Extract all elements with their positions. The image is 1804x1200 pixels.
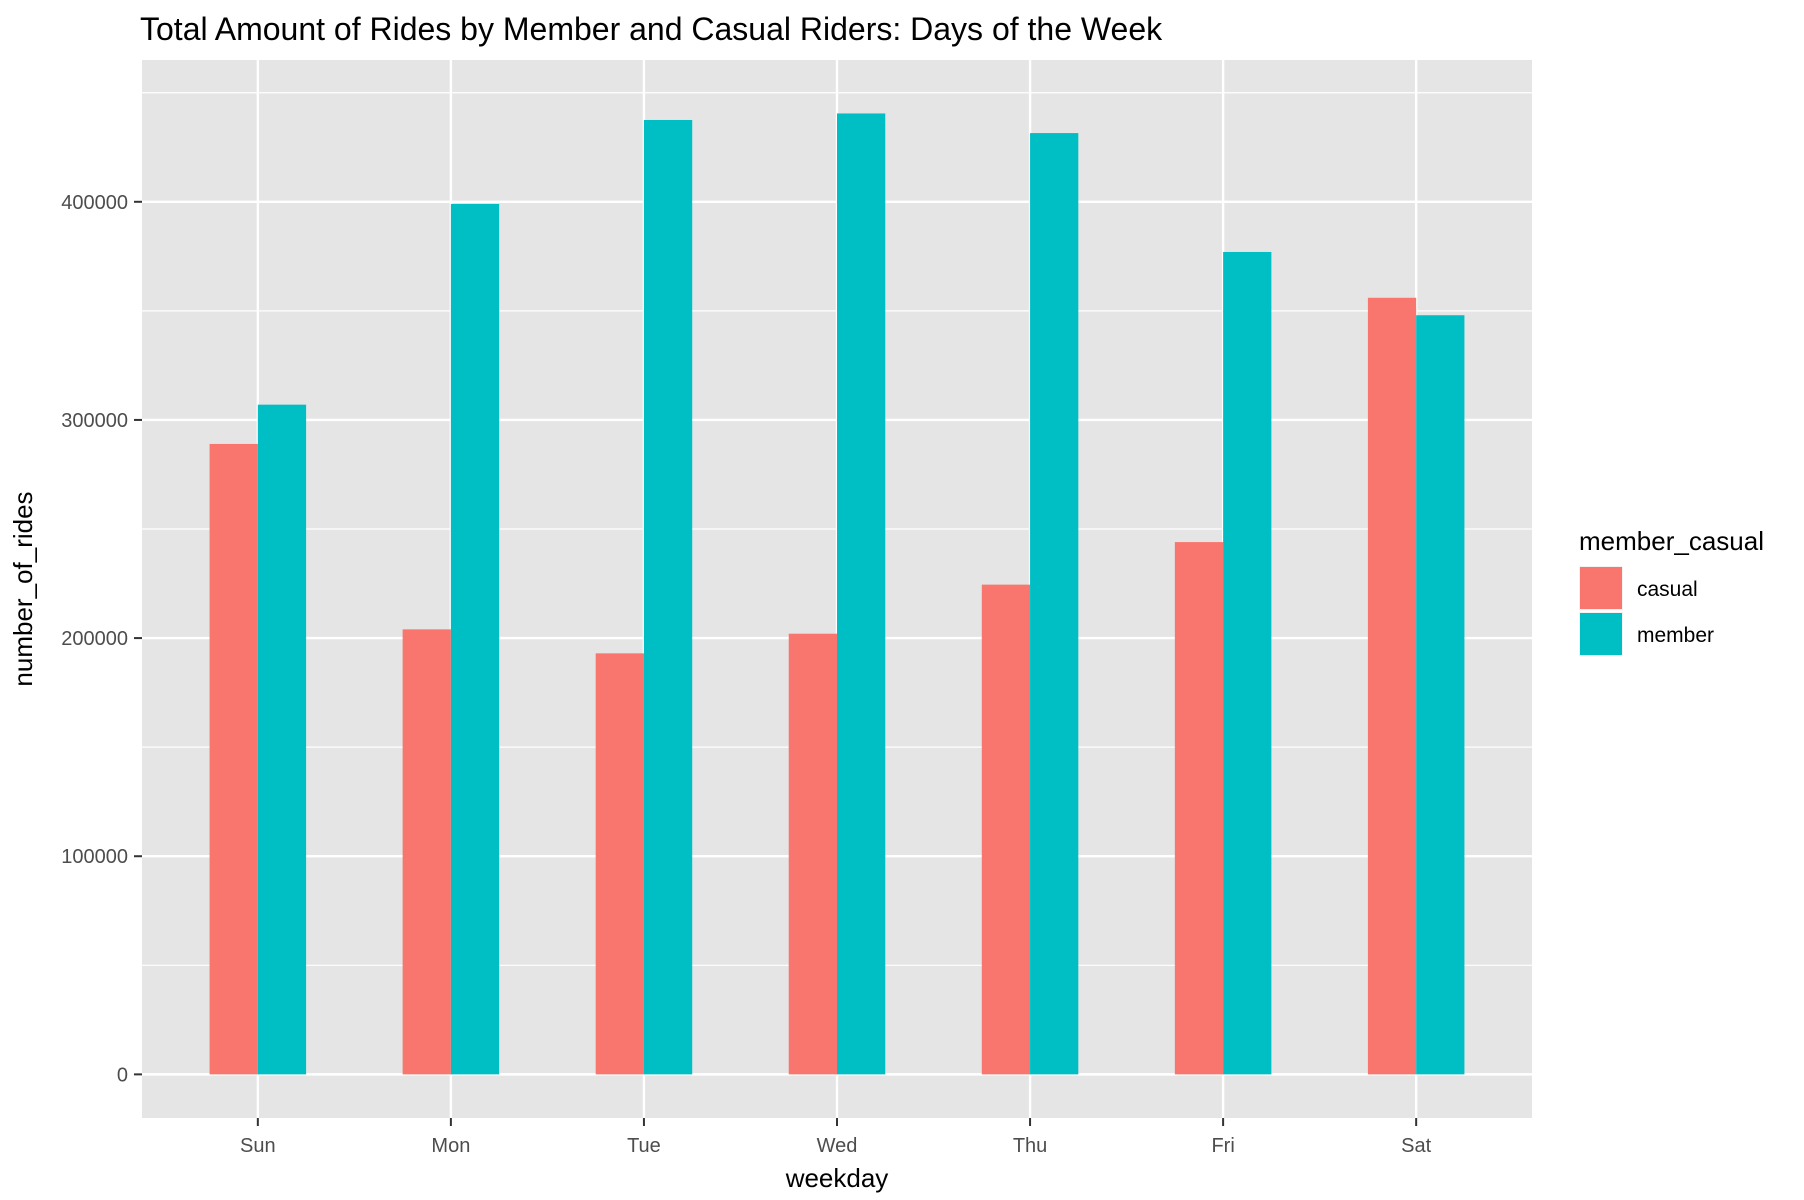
legend-label-member: member <box>1637 624 1714 647</box>
bar-casual-fri <box>1174 542 1224 1075</box>
bar-member-wed <box>837 113 886 1075</box>
bar-member-sat <box>1416 315 1465 1075</box>
x-tick-label: Sun <box>240 1135 276 1157</box>
bar-member-mon <box>450 203 500 1075</box>
legend-title: member_casual <box>1579 526 1764 556</box>
x-tick-label: Wed <box>817 1135 858 1157</box>
bar-casual-mon <box>402 629 451 1075</box>
bar-member-fri <box>1223 251 1272 1075</box>
y-tick-label: 300000 <box>61 410 128 432</box>
legend: member_casual casual member <box>1579 526 1764 656</box>
bar-casual-thu <box>981 584 1031 1075</box>
y-axis: 0 100000 200000 300000 400000 <box>61 192 142 1086</box>
bar-casual-sun <box>209 443 258 1075</box>
bar-member-sun <box>257 404 307 1075</box>
x-axis-title: weekday <box>785 1163 889 1193</box>
bar-member-tue <box>643 119 693 1075</box>
y-tick-label: 100000 <box>61 846 128 868</box>
legend-key-member <box>1580 613 1622 655</box>
chart-title: Total Amount of Rides by Member and Casu… <box>140 11 1163 47</box>
legend-key-casual <box>1580 567 1622 609</box>
bar-member-thu <box>1030 133 1079 1075</box>
bar-casual-sat <box>1367 297 1417 1075</box>
bar-casual-tue <box>595 653 644 1075</box>
x-tick-label: Tue <box>627 1135 661 1157</box>
y-tick-label: 400000 <box>61 192 128 214</box>
x-tick-label: Mon <box>431 1135 470 1157</box>
y-tick-label: 0 <box>117 1064 128 1086</box>
x-tick-label: Thu <box>1013 1135 1047 1157</box>
x-axis: Sun Mon Tue Wed Thu Fri Sat <box>240 1118 1432 1157</box>
bar-casual-wed <box>788 633 837 1075</box>
legend-items: casual member <box>1579 566 1714 656</box>
legend-label-casual: casual <box>1637 578 1698 601</box>
y-axis-title: number_of_rides <box>8 491 38 686</box>
x-tick-label: Fri <box>1211 1135 1234 1157</box>
bars <box>209 113 1465 1075</box>
y-tick-label: 200000 <box>61 628 128 650</box>
x-tick-label: Sat <box>1401 1135 1431 1157</box>
